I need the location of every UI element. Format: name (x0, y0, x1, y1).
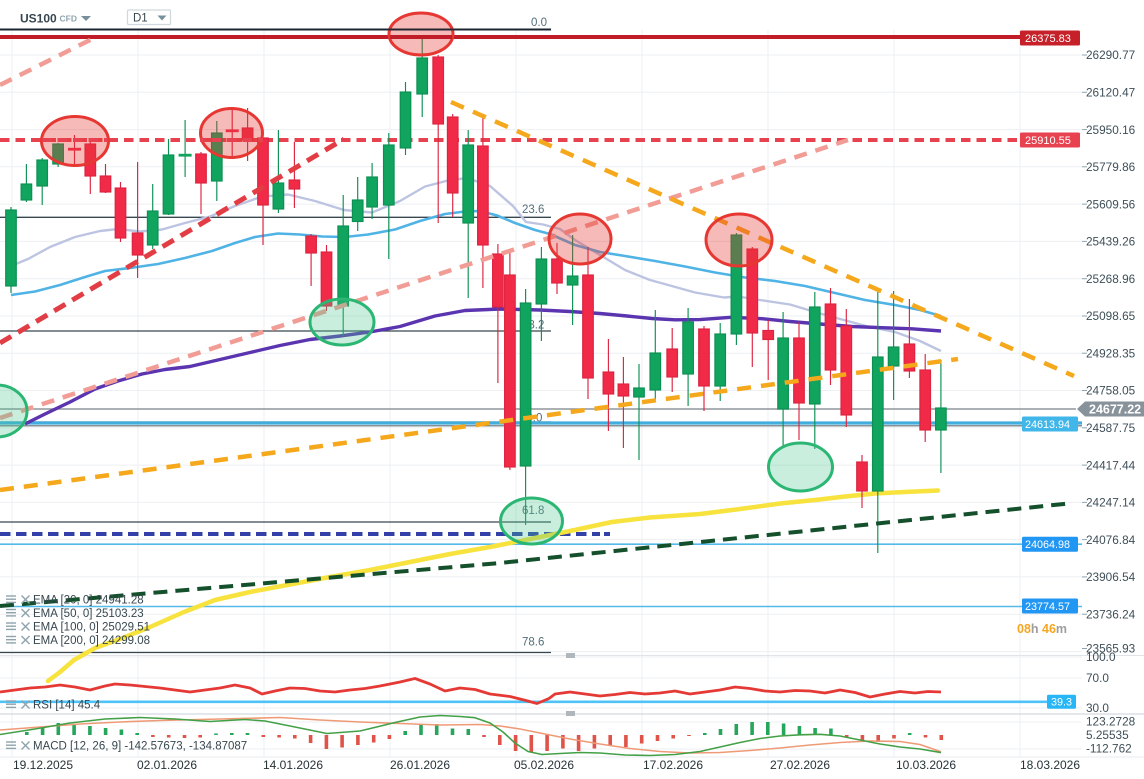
svg-text:24064.98: 24064.98 (1025, 539, 1070, 551)
svg-text:24247.14: 24247.14 (1086, 496, 1136, 510)
svg-text:EMA [100, 0] 25029.51: EMA [100, 0] 25029.51 (33, 622, 150, 634)
svg-text:25609.56: 25609.56 (1086, 197, 1136, 211)
svg-text:14.01.2026: 14.01.2026 (263, 758, 323, 772)
svg-text:CFD: CFD (60, 14, 77, 24)
svg-text:5.25535: 5.25535 (1086, 728, 1129, 742)
svg-text:US100: US100 (20, 12, 57, 26)
svg-text:D1: D1 (133, 13, 148, 25)
svg-text:10.03.2026: 10.03.2026 (896, 758, 956, 772)
svg-text:23.6: 23.6 (522, 204, 544, 216)
svg-text:25098.65: 25098.65 (1086, 309, 1136, 323)
svg-text:26375.83: 26375.83 (1025, 33, 1071, 45)
svg-text:17.02.2026: 17.02.2026 (643, 758, 703, 772)
svg-text:100.0: 100.0 (1086, 650, 1116, 664)
svg-text:EMA [200, 0] 24299.08: EMA [200, 0] 24299.08 (33, 635, 150, 647)
svg-text:61.8: 61.8 (522, 505, 544, 517)
svg-text:18.03.2026: 18.03.2026 (1020, 758, 1080, 772)
svg-text:23565.93: 23565.93 (1086, 642, 1136, 656)
svg-text:24417.44: 24417.44 (1086, 458, 1136, 472)
svg-text:MACD [12, 26, 9] -142.57673,: MACD [12, 26, 9] -142.57673, -134.87087 (33, 741, 247, 753)
svg-text:02.01.2026: 02.01.2026 (137, 758, 197, 772)
svg-text:08h 46m: 08h 46m (1017, 622, 1067, 636)
svg-text:78.6: 78.6 (522, 637, 544, 649)
svg-text:05.02.2026: 05.02.2026 (514, 758, 574, 772)
svg-text:23906.54: 23906.54 (1086, 570, 1136, 584)
svg-text:24758.05: 24758.05 (1086, 384, 1136, 398)
svg-text:26120.47: 26120.47 (1086, 86, 1135, 100)
svg-text:30.0: 30.0 (1086, 701, 1109, 715)
svg-text:24928.35: 24928.35 (1086, 346, 1136, 360)
svg-text:19.12.2025: 19.12.2025 (13, 758, 73, 772)
svg-text:25910.55: 25910.55 (1025, 135, 1071, 147)
svg-text:23774.57: 23774.57 (1025, 601, 1070, 613)
svg-text:RSI [14] 45.4: RSI [14] 45.4 (33, 700, 101, 712)
svg-text:25950.16: 25950.16 (1086, 123, 1136, 137)
svg-text:EMA [20, 0] 24941.28: EMA [20, 0] 24941.28 (33, 595, 144, 607)
svg-text:0.0: 0.0 (531, 17, 547, 29)
svg-text:26.01.2026: 26.01.2026 (390, 758, 450, 772)
svg-text:23736.24: 23736.24 (1086, 607, 1136, 621)
svg-text:-112.762: -112.762 (1086, 742, 1132, 756)
svg-text:27.02.2026: 27.02.2026 (770, 758, 830, 772)
svg-text:25268.96: 25268.96 (1086, 272, 1136, 286)
svg-text:24587.75: 24587.75 (1086, 421, 1136, 435)
svg-text:25779.86: 25779.86 (1086, 160, 1136, 174)
svg-text:EMA [50, 0] 25103.23: EMA [50, 0] 25103.23 (33, 608, 144, 620)
svg-text:24076.84: 24076.84 (1086, 533, 1136, 547)
svg-text:39.3: 39.3 (1051, 697, 1072, 709)
svg-text:25439.26: 25439.26 (1086, 235, 1136, 249)
svg-text:123.2728: 123.2728 (1086, 715, 1136, 729)
svg-text:70.0: 70.0 (1086, 671, 1109, 685)
svg-text:24613.94: 24613.94 (1025, 419, 1070, 431)
svg-text:26290.77: 26290.77 (1086, 48, 1135, 62)
svg-text:24677.22: 24677.22 (1089, 403, 1141, 417)
